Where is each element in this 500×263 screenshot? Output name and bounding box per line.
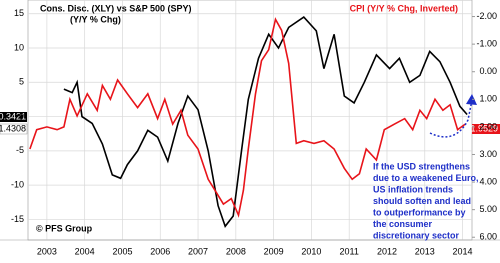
y2-title: CPI (Y/Y % Chg, Inverted) (350, 3, 458, 13)
x-tick-label: 2009 (264, 246, 284, 256)
y2-tick-label: -1.00 (476, 39, 497, 49)
x-tick-label: 2008 (226, 246, 246, 256)
x-tick-label: 2004 (75, 246, 95, 256)
y2-tick-label: 2.00 (479, 121, 497, 131)
arrow (429, 99, 473, 138)
chart-subtitle: (Y/Y % Chg) (70, 14, 121, 24)
annotation-line: should soften and lead (373, 196, 471, 206)
y-tick-label: 10 (14, 42, 24, 52)
y-tick-label: -10 (11, 180, 24, 190)
annotation-line: to outperformance by (373, 207, 466, 217)
annotation-line: due to a weakened Euro, (373, 173, 479, 183)
y2-tick-label: -2.00 (476, 11, 497, 21)
annotation-line: If the USD strengthens (373, 161, 470, 171)
annotation-line: the consumer (373, 219, 433, 229)
y-tick-label: 15 (14, 8, 24, 18)
x-tick-label: 2011 (340, 246, 359, 256)
arrow-head (466, 94, 477, 105)
x-tick-label: 2005 (112, 246, 132, 256)
y-tick-label: 0 (19, 111, 24, 121)
series-line (29, 17, 466, 218)
y2-tick-label: 3.00 (479, 149, 497, 159)
last-value-box (0, 123, 28, 135)
last-value-label: 0.3421 (0, 111, 26, 121)
y2-tick-label: 5.00 (479, 204, 497, 214)
last-value-box (472, 124, 500, 134)
annotation: If the USD strengthens due to a weakened … (373, 161, 479, 240)
y2-tick-label: 4.00 (479, 176, 497, 186)
last-value-label: -1.4308 (0, 123, 26, 133)
x-tick-label: 2007 (188, 246, 208, 256)
y2-tick-label: 6.00 (479, 232, 497, 242)
series-line (63, 16, 468, 228)
x-tick-label: 2006 (150, 246, 170, 256)
x-tick-label: 2014 (453, 246, 473, 256)
y-tick-label: 5 (19, 77, 24, 87)
x-tick-label: 2010 (301, 246, 321, 256)
last-value-box (0, 112, 27, 122)
x-tick-label: 2012 (377, 246, 397, 256)
source: © PFS Group (36, 223, 93, 233)
annotation-line: US inflation trends (373, 184, 453, 194)
last-value-label: 1.9529 (470, 123, 498, 133)
y2-tick-label: 0.00 (479, 66, 497, 76)
lines (29, 16, 468, 228)
y-tick-label: -5 (16, 145, 24, 155)
annotation-line: discretionary sector (373, 230, 460, 240)
y2-tick-label: 1.00 (479, 94, 497, 104)
grid (28, 0, 472, 240)
x-tick-label: 2003 (37, 246, 57, 256)
plot-frame (27, 0, 473, 241)
x-tick-label: 2013 (415, 246, 435, 256)
y-tick-label: -15 (11, 214, 24, 224)
chart-title: Cons. Disc. (XLY) vs S&P 500 (SPY) (40, 3, 192, 13)
